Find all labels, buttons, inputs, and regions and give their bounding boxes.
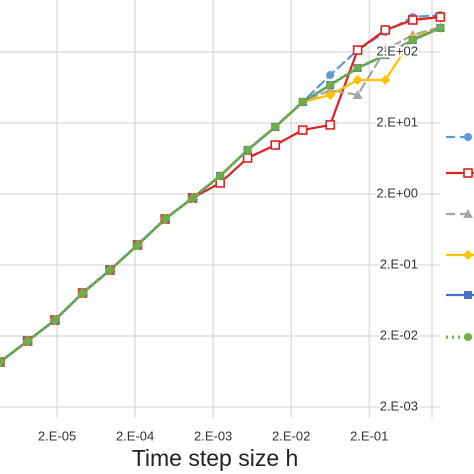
marker bbox=[326, 71, 335, 80]
marker bbox=[23, 337, 32, 346]
marker bbox=[326, 80, 335, 89]
y-tick-label: 2.E-01 bbox=[380, 256, 418, 271]
marker bbox=[188, 193, 197, 202]
marker bbox=[325, 89, 336, 100]
y-tick-label: 2.E-03 bbox=[380, 398, 418, 413]
marker bbox=[353, 64, 362, 73]
marker bbox=[243, 145, 252, 154]
marker bbox=[50, 316, 59, 325]
x-tick-label: 2.E-01 bbox=[350, 428, 388, 443]
marker bbox=[380, 25, 391, 35]
marker bbox=[436, 23, 445, 32]
marker bbox=[78, 288, 87, 297]
marker bbox=[298, 98, 307, 107]
x-tick-label: 2.E-02 bbox=[272, 428, 310, 443]
marker bbox=[463, 250, 473, 260]
marker bbox=[464, 291, 472, 299]
marker bbox=[242, 153, 253, 163]
y-tick-label: 2.E+00 bbox=[376, 185, 418, 200]
marker bbox=[270, 140, 281, 150]
marker bbox=[106, 266, 115, 275]
grid bbox=[0, 0, 440, 418]
x-axis-title: Time step size h bbox=[132, 445, 299, 471]
marker bbox=[325, 120, 335, 130]
marker bbox=[325, 85, 336, 95]
marker bbox=[271, 122, 280, 131]
y-tick-label: 2.E-02 bbox=[380, 327, 418, 342]
marker bbox=[352, 89, 363, 99]
marker bbox=[297, 125, 308, 135]
marker bbox=[352, 74, 363, 85]
y-tick-label: 2.E+02 bbox=[376, 43, 418, 58]
tick-labels: 2.E-05 2.E-04 2.E-03 2.E-02 2.E-01 2.E-03 2.E-… bbox=[38, 41, 420, 443]
marker bbox=[435, 12, 446, 22]
legend bbox=[446, 133, 474, 341]
marker bbox=[408, 36, 417, 45]
marker bbox=[352, 45, 363, 55]
marker bbox=[407, 15, 418, 25]
x-tick-label: 2.E-05 bbox=[38, 428, 76, 443]
marker bbox=[216, 171, 225, 180]
marker bbox=[380, 74, 391, 85]
marker bbox=[463, 168, 473, 178]
plot-area bbox=[0, 10, 446, 367]
marker bbox=[464, 333, 472, 341]
marker bbox=[0, 357, 5, 366]
x-tick-label: 2.E-03 bbox=[194, 428, 232, 443]
marker bbox=[464, 133, 472, 141]
marker bbox=[381, 51, 390, 60]
marker bbox=[161, 215, 170, 224]
marker bbox=[133, 240, 142, 249]
marker bbox=[463, 209, 473, 218]
x-tick-label: 2.E-04 bbox=[116, 428, 154, 443]
y-tick-label: 2.E+01 bbox=[376, 114, 418, 129]
